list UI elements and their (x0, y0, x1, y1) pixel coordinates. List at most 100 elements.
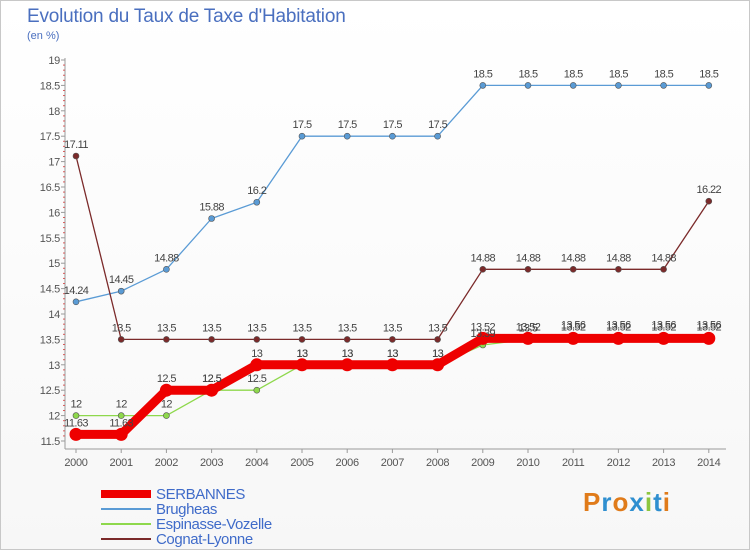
data-label: 18.5 (564, 68, 583, 80)
y-tick-label: 15.5 (40, 233, 60, 245)
data-point (298, 336, 306, 343)
y-tick-label: 16 (48, 207, 60, 219)
y-tick-label: 17.5 (40, 131, 60, 143)
legend-swatch (101, 508, 151, 510)
y-minor-tick (63, 247, 65, 249)
legend-label: Cognat-Lyonne (156, 531, 253, 548)
data-point (615, 82, 622, 89)
y-minor-tick (63, 242, 65, 244)
data-label: 12 (116, 399, 128, 411)
y-minor-tick (63, 222, 65, 224)
data-label: 12.5 (202, 373, 221, 385)
data-label: 13 (296, 348, 308, 360)
y-minor-tick (63, 303, 65, 305)
y-minor-tick (63, 308, 65, 310)
legend-swatch (101, 523, 151, 525)
y-minor-tick (63, 323, 65, 325)
y-minor-tick (63, 333, 65, 335)
y-minor-tick (63, 176, 65, 178)
y-minor-tick (63, 293, 65, 295)
y-minor-tick (63, 227, 65, 229)
data-label: 12.5 (157, 373, 176, 385)
y-minor-tick (63, 156, 65, 158)
x-tick-label: 2012 (607, 457, 630, 469)
x-tick-label: 2007 (381, 457, 404, 469)
data-label: 13.56 (561, 319, 586, 331)
data-point (205, 383, 219, 397)
data-point (208, 215, 215, 222)
x-tick-label: 2003 (200, 457, 223, 469)
y-minor-tick (63, 328, 65, 330)
data-label: 13.52 (606, 321, 631, 333)
series-line-cognat-lyonne (75, 155, 710, 341)
data-point (163, 412, 170, 419)
y-minor-tick (63, 298, 65, 300)
data-label: 13 (387, 348, 399, 360)
y-minor-tick (63, 257, 65, 259)
x-tick-label: 2009 (471, 457, 494, 469)
data-point (163, 336, 170, 343)
y-minor-tick (63, 369, 65, 371)
y-tick-label: 14 (48, 309, 60, 321)
data-label: 13.5 (428, 322, 447, 334)
y-minor-tick (63, 69, 65, 71)
data-label: 13 (432, 348, 444, 360)
legend-swatch (101, 490, 151, 498)
y-minor-tick (63, 318, 65, 320)
legend-label: SERBANNES (156, 486, 245, 503)
data-label: 17.5 (292, 119, 311, 131)
data-label: 14.88 (154, 252, 179, 264)
data-point (657, 331, 671, 345)
y-minor-tick (63, 95, 65, 97)
data-point (250, 358, 264, 372)
y-minor-tick (63, 359, 65, 361)
legend-label: Espinasse-Vozelle (156, 516, 272, 533)
x-tick-label: 2006 (336, 457, 359, 469)
y-minor-tick (63, 125, 65, 127)
data-label: 13.56 (651, 319, 676, 331)
data-label: 13.52 (471, 321, 496, 333)
data-point (705, 197, 713, 205)
data-label: 18.5 (609, 68, 628, 80)
x-tick-label: 2011 (562, 457, 585, 469)
y-minor-tick (63, 130, 65, 132)
data-label: 13.56 (606, 319, 631, 331)
y-minor-tick (63, 283, 65, 285)
data-point (479, 265, 487, 273)
data-label: 11.63 (109, 417, 133, 429)
y-minor-tick (63, 435, 65, 437)
legend-label: Brugheas (156, 501, 218, 518)
data-label: 16.2 (247, 185, 266, 197)
data-label: 18.5 (654, 68, 673, 80)
data-point (389, 132, 396, 140)
data-point (343, 132, 351, 140)
y-minor-tick (63, 399, 65, 401)
data-label: 13.39 (471, 328, 496, 340)
data-point (524, 265, 532, 273)
data-label: 18.5 (518, 68, 537, 80)
y-minor-tick (63, 343, 65, 345)
y-minor-tick (63, 105, 65, 107)
data-point (389, 336, 396, 343)
data-label: 17.5 (428, 119, 447, 131)
y-minor-tick (63, 216, 65, 218)
data-point (72, 412, 80, 419)
data-point (434, 132, 441, 140)
chart-title: Evolution du Taux de Taxe d'Habitation (27, 6, 346, 27)
y-minor-tick (63, 354, 65, 356)
y-minor-tick (63, 379, 65, 381)
y-minor-tick (63, 201, 65, 203)
y-tick-label: 15 (48, 258, 60, 270)
data-point (611, 331, 625, 345)
y-minor-tick (63, 145, 65, 147)
data-point (72, 298, 80, 306)
y-minor-tick (63, 277, 65, 279)
data-point (569, 82, 577, 89)
x-tick-label: 2005 (290, 457, 313, 469)
x-tick-label: 2008 (426, 457, 449, 469)
data-point (253, 386, 261, 394)
y-minor-tick (63, 181, 65, 183)
y-minor-tick (63, 64, 65, 66)
y-minor-tick (63, 384, 65, 386)
